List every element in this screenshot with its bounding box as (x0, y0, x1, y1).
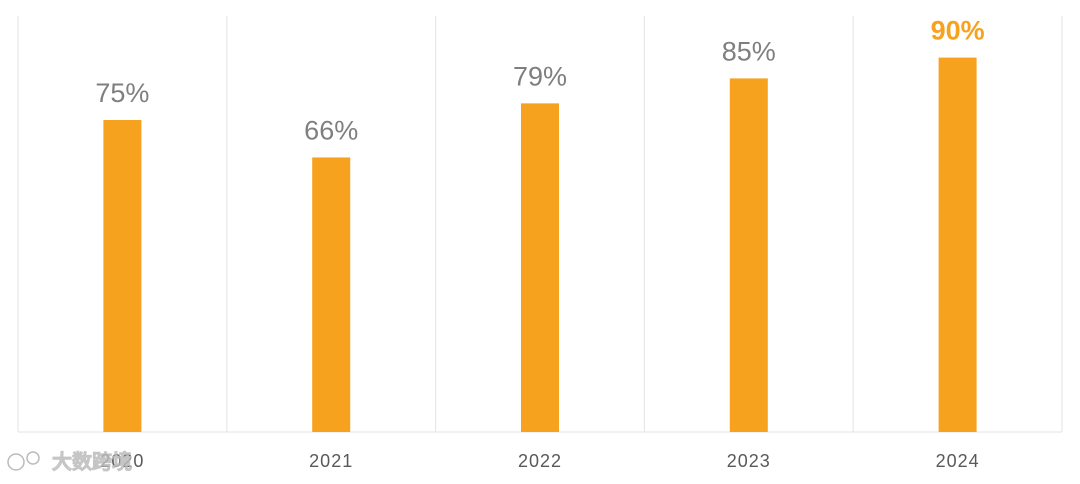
bar (938, 57, 977, 432)
x-tick-label: 2020 (100, 451, 144, 471)
x-tick-label: 2021 (309, 451, 353, 471)
x-tick-label: 2022 (518, 451, 562, 471)
value-label: 85% (722, 37, 776, 67)
x-tick-label: 2024 (936, 451, 980, 471)
bar (729, 78, 768, 433)
watermark: 大数跨境 (52, 449, 132, 473)
value-label: 66% (304, 116, 358, 146)
bar (103, 120, 142, 432)
x-tick-label: 2023 (727, 451, 771, 471)
value-label: 75% (95, 78, 149, 108)
watermark-icon (7, 453, 25, 471)
bar (521, 103, 559, 433)
watermark-icon (26, 451, 40, 465)
bar (312, 157, 351, 432)
value-label: 79% (513, 61, 567, 91)
value-label: 90% (931, 16, 985, 46)
